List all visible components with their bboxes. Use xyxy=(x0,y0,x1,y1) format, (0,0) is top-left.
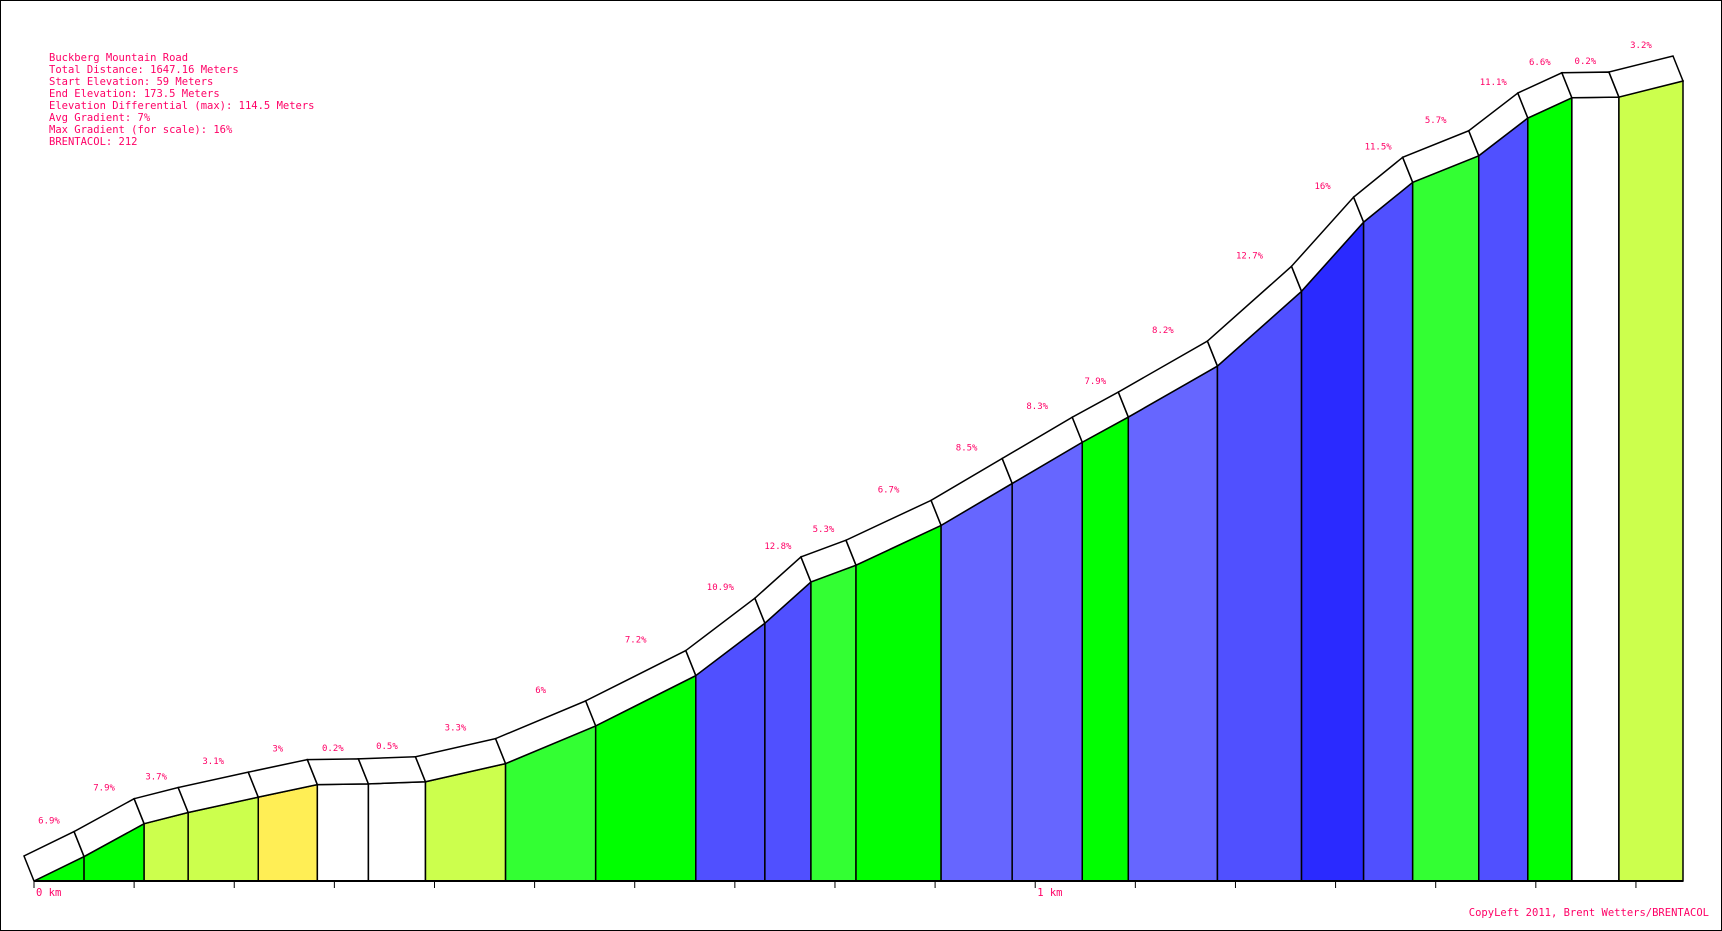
segment-fill xyxy=(1411,154,1480,882)
segment-fill xyxy=(367,781,427,882)
segment-fill xyxy=(810,564,857,882)
gradient-label: 0.5% xyxy=(376,742,398,752)
segment-fill xyxy=(1527,96,1573,882)
elevation-differential: Elevation Differential (max): 114.5 Mete… xyxy=(49,100,315,112)
segment-fill xyxy=(1618,80,1684,882)
gradient-label: 12.7% xyxy=(1236,251,1264,261)
gradient-label: 7.2% xyxy=(625,636,647,646)
total-distance: Total Distance: 1647.16 Meters xyxy=(49,64,239,76)
gradient-label: 7.9% xyxy=(93,784,115,794)
gradient-label: 10.9% xyxy=(707,583,735,593)
segment-fill xyxy=(1011,440,1084,882)
segment-fills xyxy=(33,80,1684,882)
gradient-label: 3% xyxy=(272,745,283,755)
gradient-labels: 6.9% 7.9% 3.7% 3.1% 3% 0.2% 0.5% 3.3% 6% 7.2% 10.9… xyxy=(38,41,1652,827)
gradient-label: 0.2% xyxy=(322,744,344,754)
brentacol-score: BRENTACOL: 212 xyxy=(49,136,138,148)
road-ribbon xyxy=(23,55,1685,883)
gradient-label: 12.8% xyxy=(764,542,792,552)
segment-fill xyxy=(1127,364,1219,882)
segment-fill xyxy=(1216,289,1303,882)
x-axis: 0 km 1 km xyxy=(33,880,1683,899)
x-axis-tick-label: 1 km xyxy=(1037,887,1062,899)
copyleft-credit: CopyLeft 2011, Brent Wetters/BRENTACOL xyxy=(1468,907,1709,919)
segment-fill xyxy=(257,783,319,882)
gradient-label: 7.9% xyxy=(1084,377,1106,387)
segment-fill xyxy=(1300,220,1365,882)
gradient-label: 8.5% xyxy=(956,443,978,453)
segment-fill xyxy=(940,482,1013,882)
gradient-label: 3.7% xyxy=(145,773,167,783)
gradient-label: 3.2% xyxy=(1630,41,1652,51)
gradient-label: 5.3% xyxy=(813,525,835,535)
gradient-label: 3.1% xyxy=(202,757,224,767)
route-info-panel: Buckberg Mountain Road Total Distance: 16… xyxy=(49,52,315,148)
gradient-label: 5.7% xyxy=(1425,116,1447,126)
segment-fill xyxy=(1571,96,1620,882)
gradient-label: 8.2% xyxy=(1152,326,1174,336)
gradient-label: 16% xyxy=(1314,182,1331,192)
gradient-label: 8.3% xyxy=(1026,402,1048,412)
road-name: Buckberg Mountain Road xyxy=(49,52,189,64)
start-elevation: Start Elevation: 59 Meters xyxy=(49,76,214,88)
gradient-label: 6.9% xyxy=(38,817,60,827)
ribbon-face xyxy=(357,756,427,785)
segment-fill xyxy=(424,762,507,882)
segment-fill xyxy=(1081,415,1130,882)
gradient-label: 6% xyxy=(535,686,546,696)
segment-fill xyxy=(316,783,370,882)
segment-fill xyxy=(855,524,942,882)
gradient-label: 11.5% xyxy=(1365,142,1393,152)
gradient-label: 3.3% xyxy=(445,724,467,734)
x-axis-tick-label: 0 km xyxy=(36,887,61,899)
gradient-label: 6.7% xyxy=(878,485,900,495)
segment-fill xyxy=(1478,116,1529,882)
max-gradient: Max Gradient (for scale): 16% xyxy=(49,124,233,136)
avg-gradient: Avg Gradient: 7% xyxy=(49,112,151,124)
gradient-label: 6.6% xyxy=(1529,58,1551,68)
segment-fill xyxy=(764,580,812,882)
segment-fill xyxy=(1362,180,1414,882)
ribbon-face xyxy=(1607,55,1685,98)
end-elevation: End Elevation: 173.5 Meters xyxy=(49,88,220,100)
gradient-label: 11.1% xyxy=(1480,78,1508,88)
gradient-label: 0.2% xyxy=(1575,57,1597,67)
